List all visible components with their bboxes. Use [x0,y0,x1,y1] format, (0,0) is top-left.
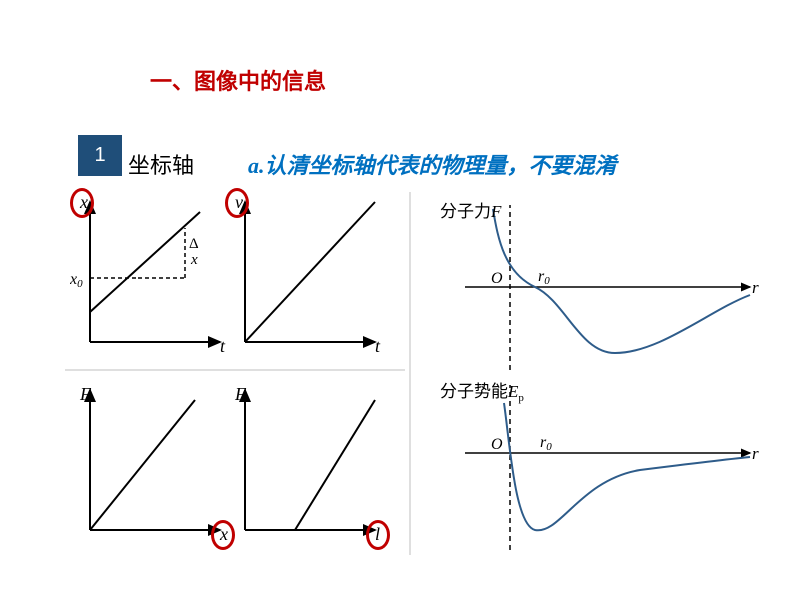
mpe-origin: O [491,436,503,453]
chart-molecular-pe: 分子势能Ep O r0 r [420,375,770,560]
mforce-ylabel: 分子力F [440,202,502,221]
mforce-r0: r0 [538,268,550,287]
chart-molecular-force: 分子力F O r0 r [420,195,770,380]
mpe-xlabel: r [752,444,759,463]
mpe-r0: r0 [540,434,552,453]
mforce-origin: O [491,270,503,287]
mpe-ylabel: 分子势能Ep [440,382,524,404]
mforce-xlabel: r [752,278,759,297]
